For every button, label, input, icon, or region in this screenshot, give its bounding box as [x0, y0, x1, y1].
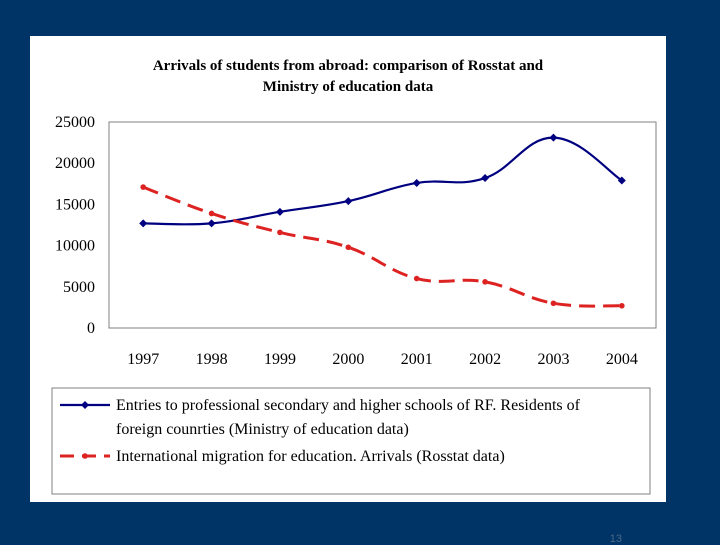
chart-title-line-2: Ministry of education data	[262, 79, 434, 95]
series-2	[140, 184, 625, 309]
series-2-point	[277, 229, 283, 236]
legend-marker-2	[82, 453, 88, 459]
series-1-point	[207, 219, 216, 228]
series-2-point	[413, 275, 420, 282]
legend-box	[51, 387, 651, 495]
x-tick-label: 2000	[332, 351, 364, 368]
y-tick-label: 10000	[55, 238, 95, 255]
line-chart: 0 5000 10000 15000 20000 25000 1997 1998 1999 20…	[51, 114, 657, 495]
legend-entry-1: Entries to professional secondary and hi…	[60, 397, 581, 438]
series-group	[139, 133, 626, 309]
x-tick-label: 2001	[401, 351, 433, 368]
series-2-line	[142, 185, 622, 308]
series-1-point	[617, 176, 626, 185]
legend-label-1-line-2: foreign counrties (Ministry of education…	[116, 421, 409, 438]
x-tick-label: 1999	[264, 351, 296, 368]
series-2-point	[208, 210, 215, 217]
x-tick-label: 2004	[606, 351, 638, 368]
series-1-point	[549, 133, 558, 142]
y-axis: 0 5000 10000 15000 20000 25000	[55, 114, 95, 337]
legend-marker-1	[81, 401, 89, 409]
series-2-point	[345, 244, 352, 251]
series-2-point	[140, 184, 146, 190]
slide-panel: Arrivals of students from abroad: compar…	[30, 36, 666, 545]
series-2-point	[619, 302, 625, 309]
x-tick-label: 2003	[537, 351, 569, 368]
legend-label-1-line-1: Entries to professional secondary and hi…	[116, 397, 581, 414]
series-1-point	[139, 219, 148, 228]
y-tick-label: 0	[87, 320, 95, 337]
series-1-point	[412, 178, 421, 187]
legend-label-2: International migration for education. A…	[116, 448, 505, 465]
series-1-point	[344, 197, 353, 206]
chart-title: Arrivals of students from abroad: compar…	[70, 56, 626, 98]
chart-title-line-1: Arrivals of students from abroad: compar…	[152, 58, 544, 74]
x-axis: 1997 1998 1999 2000 2001 2002 2003 2004	[127, 351, 638, 368]
page-number: 13	[609, 533, 622, 545]
legend: Entries to professional secondary and hi…	[51, 387, 651, 495]
y-tick-label: 15000	[55, 196, 95, 213]
series-1-point	[275, 207, 284, 216]
series-1	[139, 133, 626, 228]
x-tick-label: 1998	[196, 351, 228, 368]
series-2-point	[550, 300, 557, 307]
y-tick-label: 25000	[55, 114, 95, 131]
x-tick-label: 1997	[127, 351, 159, 368]
series-2-point	[482, 279, 488, 285]
y-tick-label: 5000	[63, 279, 95, 296]
legend-entry-2: International migration for education. A…	[60, 448, 505, 465]
y-tick-label: 20000	[55, 155, 95, 172]
x-tick-label: 2002	[469, 351, 501, 368]
series-1-point	[481, 174, 490, 183]
